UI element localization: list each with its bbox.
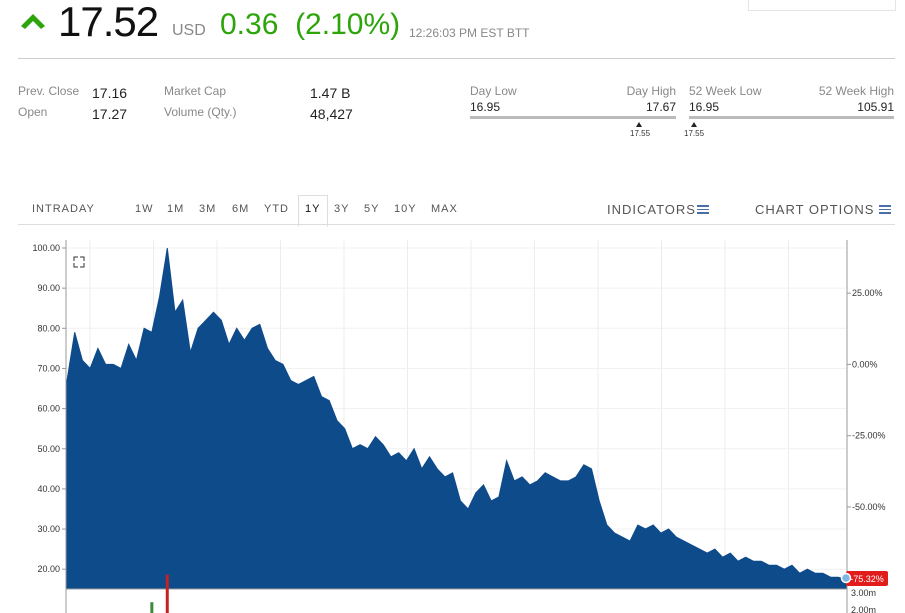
volume-bars: [150, 574, 169, 613]
y-tick-label: 40.00: [37, 484, 60, 494]
pct-tick-label: 25.00%: [852, 288, 883, 298]
price-area-series: [66, 247, 847, 590]
tab-10y[interactable]: 10Y: [394, 203, 417, 215]
indicators-menu-icon[interactable]: [697, 205, 709, 214]
indicators-label: INDICATORS: [607, 202, 696, 217]
pct-tick-label: -50.00%: [852, 502, 886, 512]
day-range-marker-icon: [636, 122, 642, 127]
day-high-label: Day High: [626, 84, 676, 98]
y-tick-label: 90.00: [37, 283, 60, 293]
price-change: 0.36 (2.10%): [220, 8, 400, 42]
day-low-value: 16.95: [470, 100, 501, 114]
up-arrow-icon: [21, 14, 45, 29]
open-label: Open: [18, 105, 48, 119]
y-tick-label: 30.00: [37, 524, 60, 534]
volume-tick-1: 3.00m: [851, 588, 876, 598]
day-high-value: 17.67: [645, 100, 676, 114]
prev-close-label: Prev. Close: [18, 84, 80, 98]
volume-value: 48,427: [310, 106, 353, 122]
current-value-badge: -75.32%: [840, 571, 888, 586]
y-tick-label: 70.00: [37, 363, 60, 373]
week52-high-value: 105.91: [857, 100, 894, 114]
tab-3y[interactable]: 3Y: [334, 203, 350, 215]
day-range-marker-value: 17.55: [630, 129, 651, 138]
tab-max[interactable]: MAX: [431, 203, 458, 215]
header-divider: [18, 58, 895, 59]
y-tick-label: 50.00: [37, 444, 60, 454]
chart-options-label: CHART OPTIONS: [755, 202, 875, 217]
week52-high-label: 52 Week High: [818, 84, 894, 98]
tab-3m[interactable]: 3M: [199, 203, 217, 215]
y-tick-label: 80.00: [37, 323, 60, 333]
y-tick-label: 60.00: [37, 404, 60, 414]
week52-marker-value: 17.55: [684, 129, 705, 138]
tab-ytd[interactable]: YTD: [264, 203, 289, 215]
price-chart: 100.00 90.00 80.00 70.00 60.00 50.00 40.00 30.0…: [32, 240, 888, 613]
change-value: 0.36: [220, 8, 279, 41]
tabs-divider: [18, 224, 895, 225]
day-low-label: Day Low: [470, 84, 517, 98]
volume-tick-2: 2.00m: [851, 605, 876, 613]
market-cap-label: Market Cap: [164, 84, 227, 98]
right-axis-ticks: 25.00% 0.00% -25.00% -50.00%: [847, 288, 886, 512]
chart-axes: [65, 240, 848, 613]
volume-bar: [150, 602, 154, 613]
volume-label: Volume (Qty.): [164, 105, 237, 119]
quote-timestamp: 12:26:03 PM EST BTT: [409, 26, 530, 40]
pct-tick-label: -25.00%: [852, 431, 886, 441]
top-right-box: [748, 0, 896, 11]
change-percent: (2.10%): [295, 8, 401, 41]
y-tick-label: 20.00: [37, 564, 60, 574]
current-value-dot: [840, 572, 852, 584]
current-pct-label: -75.32%: [850, 574, 884, 584]
current-price: 17.52: [58, 0, 159, 45]
left-axis-ticks: 100.00 90.00 80.00 70.00 60.00 50.00 40.00 30.0…: [32, 243, 66, 574]
week52-range-bar: [689, 116, 894, 119]
market-cap-value: 1.47 B: [310, 85, 351, 101]
y-tick-label: 100.00: [32, 243, 60, 253]
tab-1w[interactable]: 1W: [135, 203, 154, 215]
week52-low-label: 52 Week Low: [689, 84, 762, 98]
indicators-button[interactable]: INDICATORS: [607, 202, 696, 217]
tab-intraday[interactable]: INTRADAY: [32, 203, 95, 215]
week52-low-value: 16.95: [689, 100, 720, 114]
prev-close-value: 17.16: [92, 85, 128, 101]
chart-options-menu-icon[interactable]: [879, 205, 891, 214]
week52-marker-icon: [691, 122, 697, 127]
volume-bar: [165, 574, 169, 613]
active-tab-frame: [298, 195, 328, 227]
price-area: [66, 247, 847, 590]
day-range-bar: [470, 116, 676, 119]
open-value: 17.27: [92, 106, 128, 122]
tab-6m[interactable]: 6M: [232, 203, 250, 215]
tab-1m[interactable]: 1M: [167, 203, 185, 215]
chart-options-button[interactable]: CHART OPTIONS: [755, 202, 874, 217]
tab-5y[interactable]: 5Y: [364, 203, 380, 215]
pct-tick-label: 0.00%: [852, 359, 878, 369]
currency-label: USD: [172, 22, 206, 39]
tab-1y[interactable]: 1Y: [305, 203, 321, 215]
expand-chart-icon[interactable]: [72, 254, 86, 268]
